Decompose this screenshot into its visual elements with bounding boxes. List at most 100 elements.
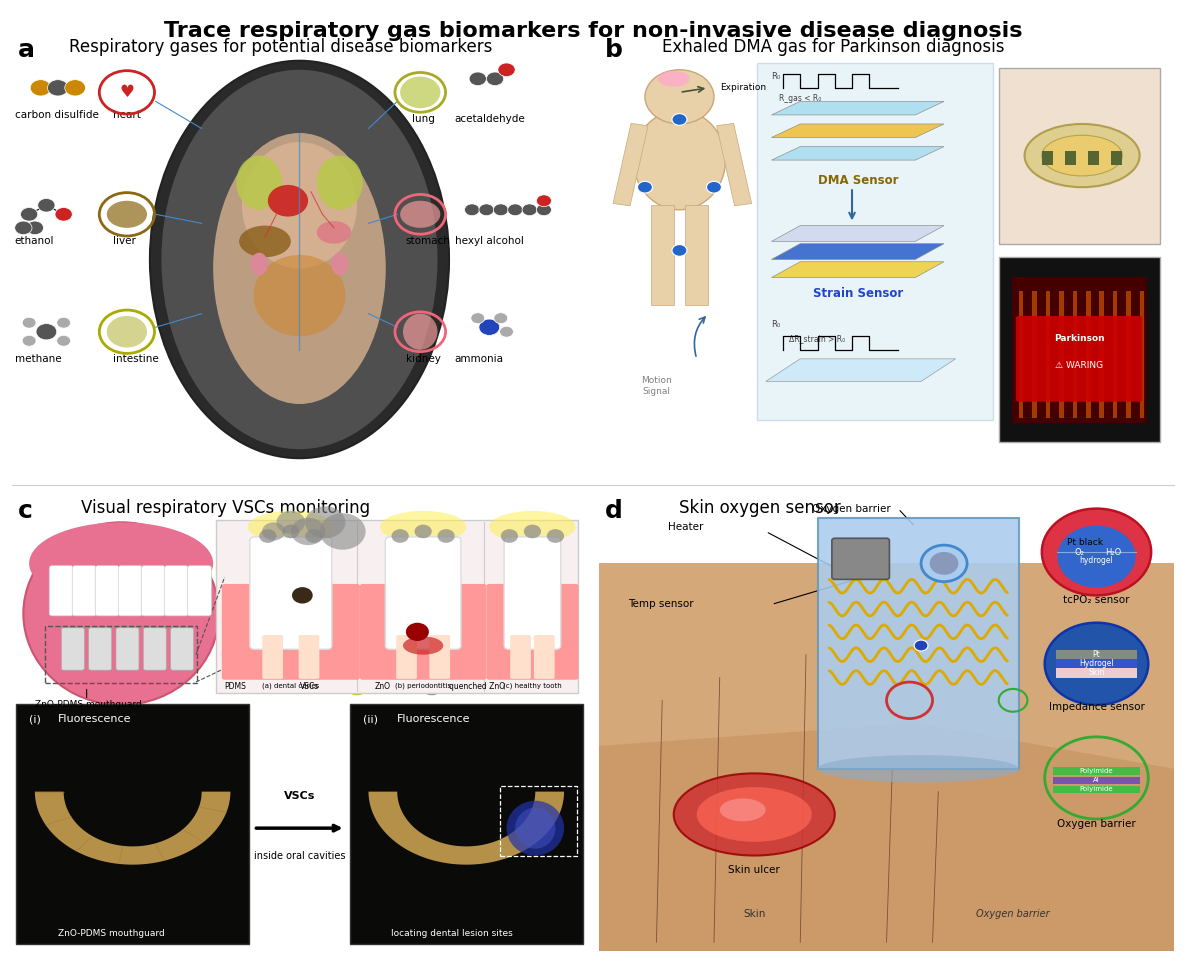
FancyBboxPatch shape [385,537,461,650]
Text: H₂O: H₂O [1105,548,1122,557]
Text: R₀: R₀ [771,72,780,81]
FancyBboxPatch shape [510,635,531,678]
Bar [1065,151,1077,164]
Bar [1059,291,1064,417]
FancyBboxPatch shape [999,258,1160,442]
Bar [1041,151,1053,164]
Text: hydrogel: hydrogel [1079,556,1114,565]
Circle shape [20,208,38,221]
Circle shape [536,195,551,207]
Polygon shape [599,723,1174,951]
Polygon shape [771,261,944,278]
Bar [1111,151,1122,164]
Bar [1088,151,1099,164]
FancyBboxPatch shape [359,584,486,679]
Text: Respiratory gases for potential disease biomarkers: Respiratory gases for potential disease … [69,38,492,56]
Text: Visual respiratory VSCs monitoring: Visual respiratory VSCs monitoring [81,500,370,517]
Polygon shape [817,518,1019,769]
FancyBboxPatch shape [350,703,584,944]
Text: (a) dental caries: (a) dental caries [262,682,319,689]
Text: heart: heart [113,110,140,120]
Circle shape [922,545,967,581]
FancyBboxPatch shape [144,628,166,670]
FancyBboxPatch shape [429,635,451,678]
Ellipse shape [240,226,291,258]
Polygon shape [771,101,944,115]
Bar [1053,776,1140,784]
Polygon shape [771,226,944,241]
Text: ZnO: ZnO [375,682,390,691]
Text: Skin: Skin [1089,669,1104,678]
Circle shape [31,80,51,96]
FancyBboxPatch shape [216,520,579,694]
Bar [1057,659,1136,669]
Circle shape [930,552,958,575]
Text: (b) periodontitis: (b) periodontitis [395,682,451,689]
Circle shape [38,199,55,212]
FancyBboxPatch shape [72,566,96,616]
Ellipse shape [107,201,147,228]
Circle shape [276,511,305,533]
Bar [1032,291,1037,417]
Circle shape [707,182,721,193]
Circle shape [479,319,499,335]
Polygon shape [766,358,956,382]
Text: Motion
Signal: Motion Signal [642,377,671,396]
Text: (c) healthy tooth: (c) healthy tooth [503,682,562,689]
Bar [1057,669,1136,678]
Text: stomach: stomach [406,236,451,246]
Text: VSCs: VSCs [299,682,319,691]
Circle shape [23,335,36,346]
Circle shape [391,530,409,543]
Circle shape [438,530,454,543]
FancyBboxPatch shape [15,703,249,944]
FancyBboxPatch shape [1016,316,1142,402]
Circle shape [1045,623,1148,704]
Ellipse shape [213,133,385,404]
Text: b: b [605,38,623,62]
Ellipse shape [400,201,440,228]
Ellipse shape [24,522,219,705]
Ellipse shape [242,142,357,268]
Circle shape [415,525,432,538]
Bar [1046,291,1051,417]
Text: Pt black: Pt black [1067,538,1103,548]
Text: Oxygen barrier: Oxygen barrier [976,909,1050,920]
Bar [1127,291,1130,417]
Text: quenched ZnO: quenched ZnO [449,682,505,691]
Ellipse shape [161,70,438,449]
Text: R₀: R₀ [771,320,780,330]
Text: DMA Sensor: DMA Sensor [817,174,898,186]
Ellipse shape [380,511,466,543]
Text: Fluorescence: Fluorescence [58,714,132,724]
Text: O₂: O₂ [1075,548,1084,557]
Circle shape [508,204,523,215]
Text: Heater: Heater [668,522,703,531]
Text: inside oral cavities: inside oral cavities [254,851,345,861]
Polygon shape [34,792,230,865]
Ellipse shape [1041,136,1122,176]
Circle shape [436,681,451,692]
Text: methane: methane [14,354,62,364]
FancyBboxPatch shape [165,566,189,616]
Ellipse shape [30,523,213,604]
Circle shape [672,113,687,125]
Ellipse shape [403,636,444,654]
Circle shape [305,506,345,538]
FancyBboxPatch shape [187,566,211,616]
Text: Temp sensor: Temp sensor [627,600,694,609]
Ellipse shape [1025,124,1140,187]
Polygon shape [771,146,944,160]
Text: (ii): (ii) [363,714,377,724]
Text: liver: liver [113,236,135,246]
Circle shape [65,80,85,96]
Text: Skin oxygen sensor: Skin oxygen sensor [680,500,841,517]
Circle shape [479,204,493,215]
Circle shape [319,513,365,550]
Circle shape [499,327,514,337]
Circle shape [291,518,325,545]
Circle shape [57,335,70,346]
Text: Parkinson: Parkinson [1054,333,1104,343]
FancyBboxPatch shape [62,628,84,670]
Circle shape [26,221,44,234]
